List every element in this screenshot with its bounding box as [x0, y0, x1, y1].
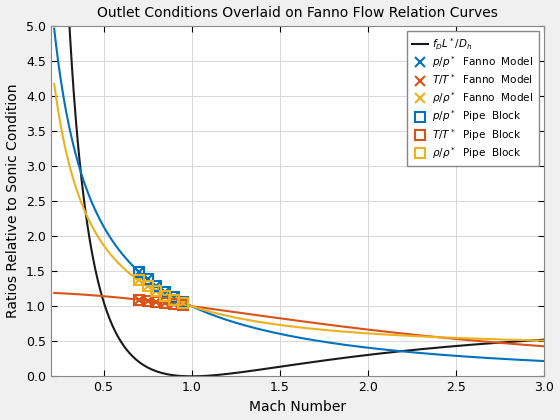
$\rho/\rho^*$  Pipe  Block	[171, 297, 178, 302]
$T/T^*$  Fanno  Model	[171, 302, 178, 307]
Line: $\rho/\rho^*$  Fanno  Model: $\rho/\rho^*$ Fanno Model	[134, 276, 188, 308]
$p/p^*$  Fanno  Model	[171, 294, 178, 299]
Line: $p/p^*$  Fanno  Model: $p/p^*$ Fanno Model	[134, 267, 188, 307]
$\rho/\rho^*$  Fanno  Model	[171, 297, 178, 302]
$T/T^*$  Pipe  Block	[136, 297, 142, 302]
$\rho/\rho^*$  Fanno  Model	[162, 293, 169, 298]
$f_D L^*/D_h$	[433, 345, 440, 350]
$f_D L^*/D_h$	[188, 374, 195, 379]
$p/p^*$  Fanno  Model	[136, 269, 142, 274]
Line: $T/T^*$  Fanno  Model: $T/T^*$ Fanno Model	[134, 295, 188, 310]
$T/T^*$  Pipe  Block	[179, 302, 186, 307]
Title: Outlet Conditions Overlaid on Fanno Flow Relation Curves: Outlet Conditions Overlaid on Fanno Flow…	[97, 6, 498, 20]
$f_D L^*/D_h$	[267, 366, 274, 371]
X-axis label: Mach Number: Mach Number	[249, 400, 346, 414]
$f_D L^*/D_h$	[388, 350, 394, 355]
$p/p^*$  Pipe  Block	[153, 284, 160, 289]
$T/T^*$  Fanno  Model	[144, 298, 151, 303]
$T/T^*$  Pipe  Block	[144, 298, 151, 303]
$p/p^*$  Fanno  Model	[153, 284, 160, 289]
$p/p^*$  Fanno  Model	[162, 289, 169, 294]
$\rho/\rho^*$  Fanno  Model	[136, 278, 142, 283]
$p/p^*$  Pipe  Block	[162, 289, 169, 294]
$\rho/\rho^*$  Pipe  Block	[144, 284, 151, 289]
$T/T^*$  Fanno  Model	[136, 297, 142, 302]
$T/T^*$  Fanno  Model	[153, 299, 160, 304]
$p/p^*$  Fanno  Model	[179, 299, 186, 304]
Line: $T/T^*$  Pipe  Block: $T/T^*$ Pipe Block	[134, 295, 188, 310]
$\rho/\rho^*$  Pipe  Block	[179, 301, 186, 306]
Line: $f_D L^*/D_h$: $f_D L^*/D_h$	[54, 0, 544, 376]
Line: $p/p^*$  Pipe  Block: $p/p^*$ Pipe Block	[134, 267, 188, 307]
$p/p^*$  Pipe  Block	[179, 299, 186, 304]
$f_D L^*/D_h$	[249, 368, 256, 373]
$f_D L^*/D_h$	[442, 344, 449, 349]
$\rho/\rho^*$  Pipe  Block	[153, 289, 160, 294]
$f_D L^*/D_h$	[101, 301, 108, 306]
$\rho/\rho^*$  Pipe  Block	[136, 278, 142, 283]
$\rho/\rho^*$  Fanno  Model	[144, 284, 151, 289]
$T/T^*$  Pipe  Block	[171, 302, 178, 307]
$\rho/\rho^*$  Pipe  Block	[162, 293, 169, 298]
Legend: $f_D L^*/D_h$, $p/p^*$  Fanno  Model, $T/T^*$  Fanno  Model, $\rho/\rho^*$  Fann: $f_D L^*/D_h$, $p/p^*$ Fanno Model, $T/T…	[407, 31, 539, 166]
$p/p^*$  Pipe  Block	[144, 277, 151, 282]
$p/p^*$  Fanno  Model	[144, 277, 151, 282]
$\rho/\rho^*$  Fanno  Model	[153, 289, 160, 294]
$T/T^*$  Fanno  Model	[179, 302, 186, 307]
$T/T^*$  Fanno  Model	[162, 300, 169, 305]
$p/p^*$  Pipe  Block	[171, 294, 178, 299]
$p/p^*$  Pipe  Block	[136, 269, 142, 274]
Line: $\rho/\rho^*$  Pipe  Block: $\rho/\rho^*$ Pipe Block	[134, 276, 188, 308]
$\rho/\rho^*$  Fanno  Model	[179, 301, 186, 306]
Y-axis label: Ratios Relative to Sonic Condition: Ratios Relative to Sonic Condition	[6, 84, 20, 318]
$f_D L^*/D_h$	[540, 337, 547, 342]
$T/T^*$  Pipe  Block	[153, 299, 160, 304]
$T/T^*$  Pipe  Block	[162, 300, 169, 305]
